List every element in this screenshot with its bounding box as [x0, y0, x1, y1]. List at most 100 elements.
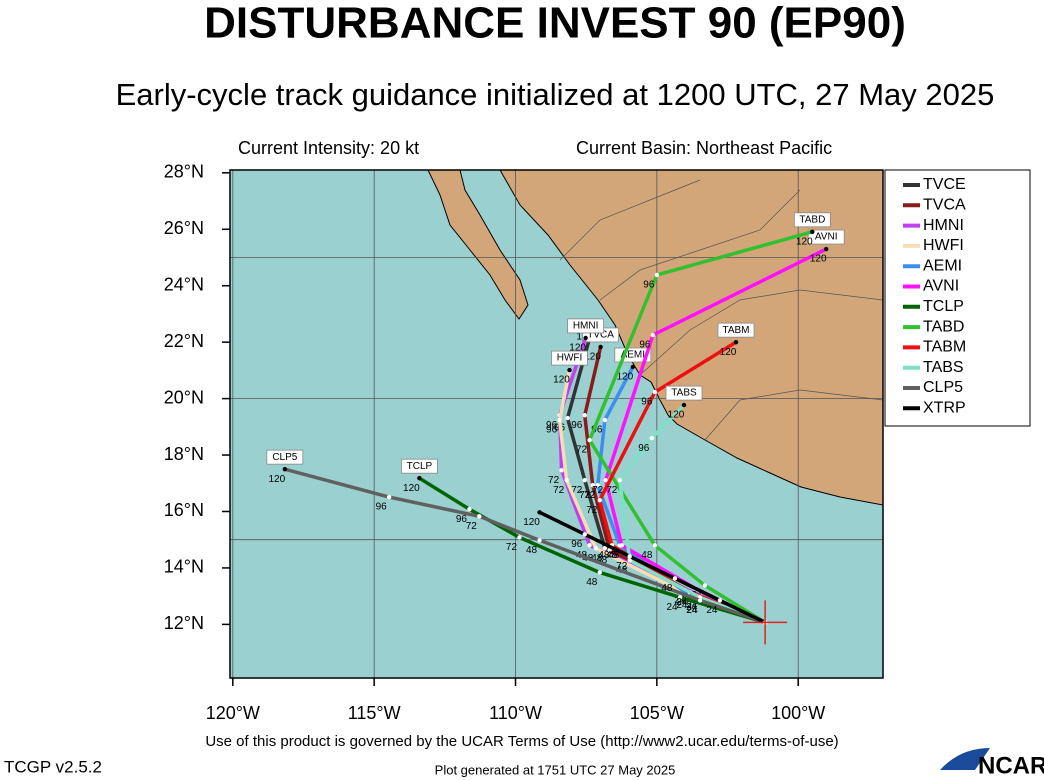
logo-mark: [940, 748, 990, 770]
track-point: [467, 507, 472, 512]
legend-label: TVCA: [923, 197, 966, 214]
track-point: [650, 332, 656, 338]
track-line: [617, 403, 766, 625]
version: TCGP v2.5.2: [4, 757, 102, 776]
track-tag-box: [551, 350, 588, 366]
track-point: [583, 335, 588, 341]
footer: Use of this product is governed by the U…: [205, 733, 838, 750]
track-point: [627, 554, 632, 559]
track-point: [517, 535, 522, 540]
track-point: [627, 558, 632, 563]
track-point: [619, 543, 624, 548]
hour-label: 72: [553, 485, 565, 496]
hour-label: 24: [674, 595, 686, 606]
track-point: [597, 498, 602, 503]
hour-label: 48: [598, 550, 610, 561]
track-point: [681, 402, 687, 408]
track-point: [677, 595, 683, 600]
plot-frame: [229, 169, 884, 679]
chart-title: DISTURBANCE INVEST 90 (EP90): [204, 0, 906, 48]
track-tag-box: [665, 385, 703, 401]
track-point: [630, 364, 636, 370]
y-tick-label: 12°N: [164, 613, 204, 633]
intensity: Current Intensity: 20 kt: [238, 138, 419, 158]
hour-label: 72: [579, 490, 591, 501]
legend-label: TVCE: [923, 176, 966, 193]
track-point: [537, 538, 542, 543]
hour-label: 120: [523, 517, 540, 528]
track-tag-box: [567, 318, 605, 334]
state-borders: [559, 179, 883, 441]
hour-label: 48: [586, 577, 598, 588]
hour-label: 96: [591, 425, 603, 436]
track-line: [418, 476, 766, 625]
track-point: [597, 570, 602, 575]
hour-label: 24: [676, 600, 688, 611]
generated: Plot generated at 1751 UTC 27 May 2025: [435, 762, 676, 777]
hour-label: 72: [586, 505, 598, 516]
track-point: [602, 417, 608, 423]
track-point: [595, 483, 600, 488]
hour-label: 72: [506, 542, 518, 553]
hour-label: 96: [641, 397, 653, 408]
track-tag-box: [807, 229, 845, 245]
hour-label: 72: [616, 561, 628, 572]
hour-label: 48: [526, 545, 538, 556]
track-tag: TABM: [722, 325, 749, 336]
hour-label: 120: [616, 372, 633, 383]
legend-label: TABS: [923, 359, 964, 376]
track-point: [417, 475, 422, 481]
hour-label: 72: [548, 475, 560, 486]
hour-label: 120: [720, 347, 737, 358]
track-point: [477, 514, 482, 519]
y-tick-label: 22°N: [164, 331, 204, 351]
borders: [559, 179, 883, 441]
track-point: [602, 545, 608, 551]
mainland: [499, 170, 883, 506]
hour-label: 120: [810, 254, 827, 265]
hour-label: 72: [576, 445, 588, 456]
track-tag: TCLP: [407, 461, 433, 472]
track-point: [733, 339, 739, 345]
track-tag: TABS: [671, 388, 697, 399]
track-tag: TABD: [799, 214, 825, 225]
legend-label: HWFI: [923, 237, 964, 254]
track-point: [652, 543, 658, 548]
track-tag: AEMI: [621, 350, 645, 361]
track-point: [652, 389, 658, 395]
y-tick-label: 26°N: [164, 218, 204, 238]
legend-label: XTRP: [923, 400, 966, 417]
track-point: [582, 477, 587, 483]
track-line: [538, 510, 766, 624]
y-tick-label: 28°N: [164, 162, 204, 182]
track-point: [564, 477, 569, 483]
track-point: [649, 435, 654, 441]
track-point: [386, 494, 392, 500]
track-tag-box: [717, 322, 755, 338]
track-tag: AVNI: [815, 232, 838, 243]
x-tick-label: 105°W: [630, 703, 684, 723]
x-tick-label: 100°W: [771, 703, 825, 723]
track-tag: HMNI: [573, 321, 599, 332]
track-tag: CLP5: [272, 452, 297, 463]
hour-label: 96: [546, 425, 558, 436]
hour-label: 24: [706, 605, 718, 616]
hour-label: 48: [641, 550, 653, 561]
chart-subtitle: Early-cycle track guidance initialized a…: [116, 77, 995, 112]
y-tick-label: 14°N: [164, 557, 204, 577]
hour-label: 48: [591, 553, 603, 564]
hour-label: 120: [553, 375, 570, 386]
hour-label: 48: [606, 550, 618, 561]
y-tick-label: 24°N: [164, 274, 204, 294]
track-tag-box: [400, 458, 438, 474]
hour-label: 48: [661, 583, 673, 594]
track-tag: HWFI: [557, 353, 583, 364]
legend-label: CLP5: [923, 379, 963, 396]
hour-label: 48: [608, 550, 620, 561]
track-point: [717, 598, 723, 603]
track-point: [697, 598, 703, 603]
hour-label: 96: [638, 443, 650, 454]
y-tick-label: 16°N: [164, 500, 204, 520]
track-tag-box: [266, 449, 304, 465]
legend-label: HMNI: [923, 217, 964, 234]
